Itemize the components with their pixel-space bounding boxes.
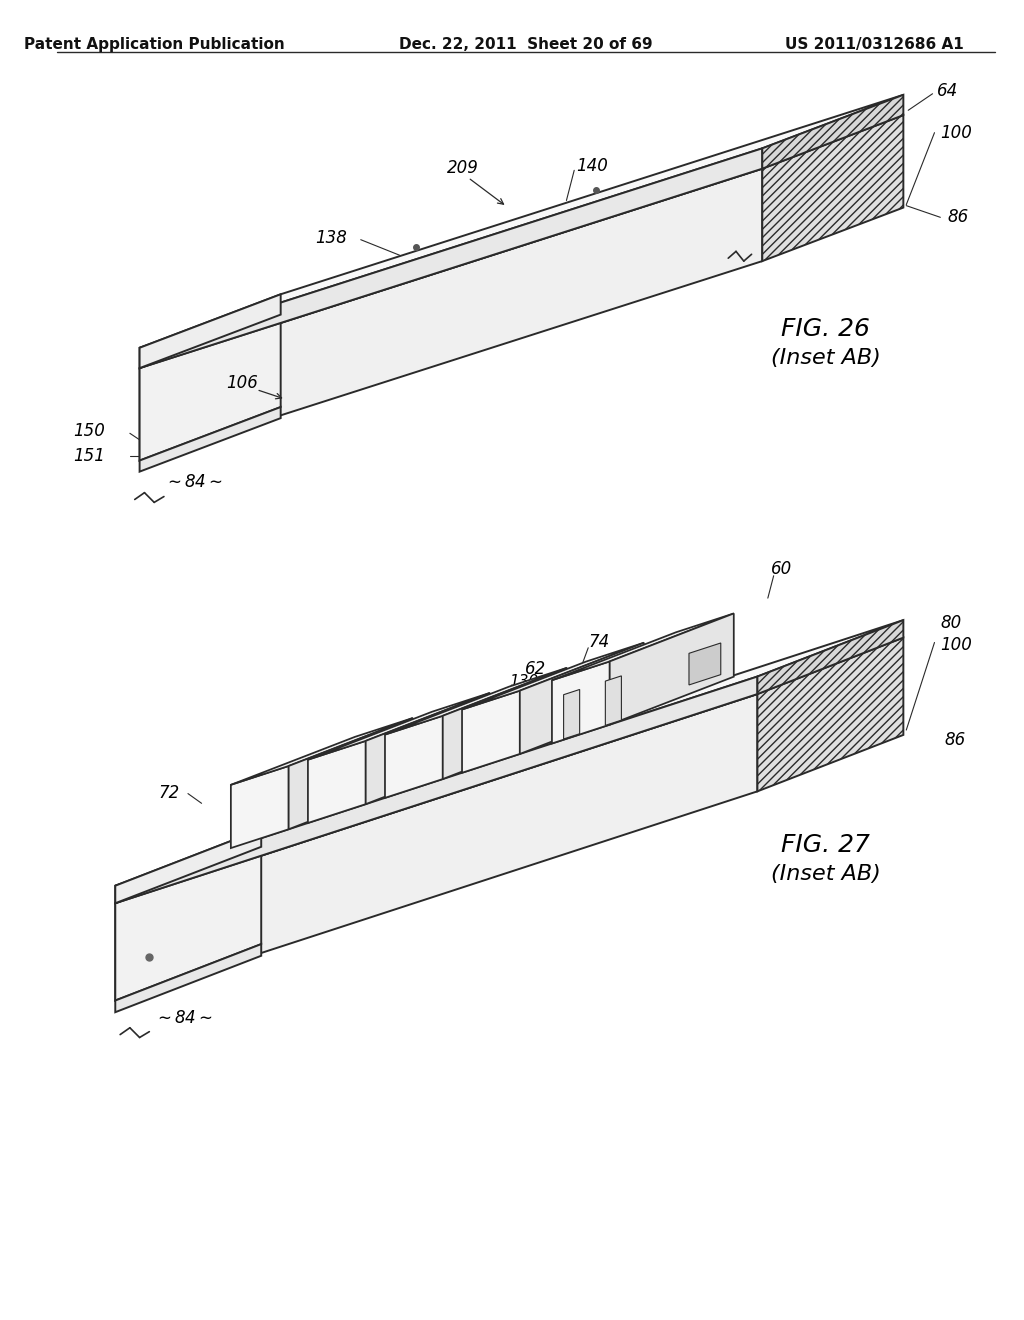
Text: 151: 151 (74, 446, 105, 465)
Polygon shape (599, 672, 631, 714)
Text: 106: 106 (208, 916, 241, 933)
Polygon shape (385, 715, 442, 797)
Polygon shape (552, 614, 734, 680)
Polygon shape (308, 693, 489, 760)
Polygon shape (689, 643, 721, 685)
Polygon shape (139, 95, 903, 347)
Text: 106: 106 (226, 374, 258, 392)
Text: 131: 131 (352, 764, 381, 780)
Text: 62: 62 (525, 660, 546, 677)
Text: 100: 100 (940, 124, 972, 141)
Polygon shape (139, 294, 281, 368)
Text: 80: 80 (940, 614, 962, 632)
Text: $\sim$84$\sim$: $\sim$84$\sim$ (154, 1008, 213, 1027)
Polygon shape (289, 718, 413, 829)
Polygon shape (762, 95, 903, 169)
Polygon shape (139, 148, 762, 368)
Polygon shape (758, 638, 903, 792)
Polygon shape (462, 643, 644, 710)
Text: 86: 86 (944, 731, 966, 748)
Text: 140: 140 (577, 157, 608, 176)
Polygon shape (462, 690, 520, 772)
Text: FIG. 26: FIG. 26 (781, 317, 870, 341)
Polygon shape (609, 614, 734, 725)
Polygon shape (445, 722, 477, 764)
Polygon shape (116, 944, 261, 1012)
Polygon shape (366, 693, 489, 804)
Polygon shape (762, 115, 903, 261)
Text: (Inset AB): (Inset AB) (771, 348, 881, 368)
Text: 94: 94 (539, 708, 558, 722)
Text: $\sim$84$\sim$: $\sim$84$\sim$ (164, 473, 222, 491)
Polygon shape (116, 847, 261, 1001)
Text: 72: 72 (159, 784, 180, 801)
Text: US 2011/0312686 A1: US 2011/0312686 A1 (784, 37, 964, 53)
Polygon shape (442, 668, 567, 779)
Polygon shape (116, 677, 758, 903)
Polygon shape (139, 314, 281, 461)
Polygon shape (308, 741, 366, 822)
Text: Dec. 22, 2011  Sheet 20 of 69: Dec. 22, 2011 Sheet 20 of 69 (399, 37, 652, 53)
Polygon shape (605, 676, 622, 726)
Polygon shape (522, 697, 554, 739)
Polygon shape (552, 661, 609, 743)
Polygon shape (563, 689, 580, 739)
Text: FIG. 27: FIG. 27 (781, 833, 870, 857)
Text: 100: 100 (940, 636, 972, 655)
Text: (Inset AB): (Inset AB) (771, 865, 881, 884)
Polygon shape (230, 766, 289, 847)
Text: 60: 60 (771, 560, 792, 578)
Text: 64: 64 (937, 82, 958, 100)
Polygon shape (520, 643, 644, 754)
Polygon shape (230, 718, 413, 785)
Text: Patent Application Publication: Patent Application Publication (24, 37, 285, 53)
Text: 209: 209 (447, 158, 479, 177)
Polygon shape (139, 169, 762, 461)
Text: 74: 74 (588, 634, 609, 651)
Polygon shape (116, 829, 261, 903)
Polygon shape (385, 668, 567, 735)
Polygon shape (139, 115, 903, 368)
Text: 150: 150 (74, 422, 105, 441)
Text: 130: 130 (509, 675, 539, 689)
Polygon shape (758, 620, 903, 694)
Polygon shape (116, 620, 903, 886)
Text: 130: 130 (348, 751, 378, 766)
Polygon shape (116, 638, 903, 903)
Polygon shape (116, 694, 758, 1001)
Text: 94: 94 (706, 653, 725, 668)
Text: 138: 138 (315, 228, 347, 247)
Text: 86: 86 (947, 209, 969, 226)
Polygon shape (139, 407, 281, 471)
